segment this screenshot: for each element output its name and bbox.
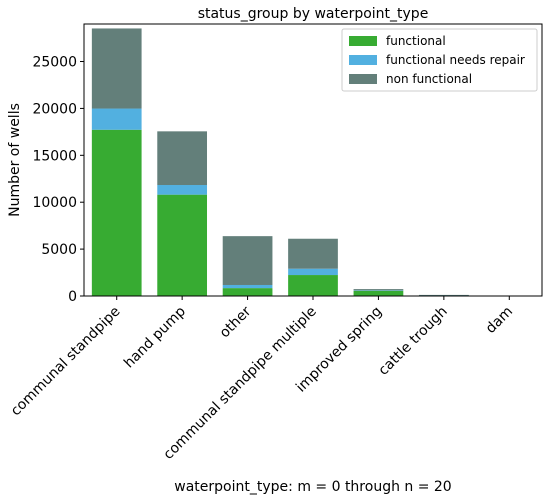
legend-frame <box>341 28 538 92</box>
bar-segment <box>91 28 142 109</box>
bar-segment <box>222 236 273 285</box>
x-tick-label: other <box>217 303 255 341</box>
bar-segment <box>157 131 208 186</box>
bar-segment <box>353 290 404 291</box>
x-axis-label: waterpoint_type: m = 0 through n = 20 <box>174 479 451 495</box>
y-tick-label: 0 <box>68 289 77 305</box>
bar-segment <box>288 268 338 276</box>
y-axis-label: Number of wells <box>7 103 23 217</box>
x-tick-label: hand pump <box>121 303 189 371</box>
bars <box>91 28 535 297</box>
legend-label: functional needs repair <box>386 53 525 67</box>
legend-label: functional <box>386 34 446 48</box>
x-tick-label: cattle trough <box>375 304 450 379</box>
bar-segment <box>157 194 208 296</box>
x-tick-label: dam <box>483 304 516 337</box>
y-tick-label: 25000 <box>32 55 77 71</box>
bar-segment <box>222 284 273 289</box>
chart-title: status_group by waterpoint_type <box>198 6 429 22</box>
bar-segment <box>288 238 338 269</box>
legend-swatch <box>349 36 377 46</box>
legend-swatch <box>349 74 377 84</box>
legend: functional functional needs repair non fun… <box>341 28 538 92</box>
legend-swatch <box>349 55 377 65</box>
bar-segment <box>157 185 208 195</box>
bar-segment <box>353 290 404 296</box>
bar-segment <box>418 294 469 296</box>
bar-segment <box>91 108 142 130</box>
y-tick-label: 10000 <box>32 195 77 211</box>
y-tick-label: 20000 <box>32 101 77 117</box>
y-tick-label: 5000 <box>41 242 77 258</box>
bar-segment <box>91 129 142 296</box>
y-tick-label: 15000 <box>32 148 77 164</box>
bar-segment <box>222 288 273 296</box>
y-axis: 0 5000 10000 15000 20000 25000 <box>32 55 84 305</box>
bar-segment <box>288 275 338 296</box>
x-tick-label: communal standpipe <box>8 304 124 420</box>
legend-label: non functional <box>386 72 472 86</box>
bar-segment <box>353 289 404 291</box>
